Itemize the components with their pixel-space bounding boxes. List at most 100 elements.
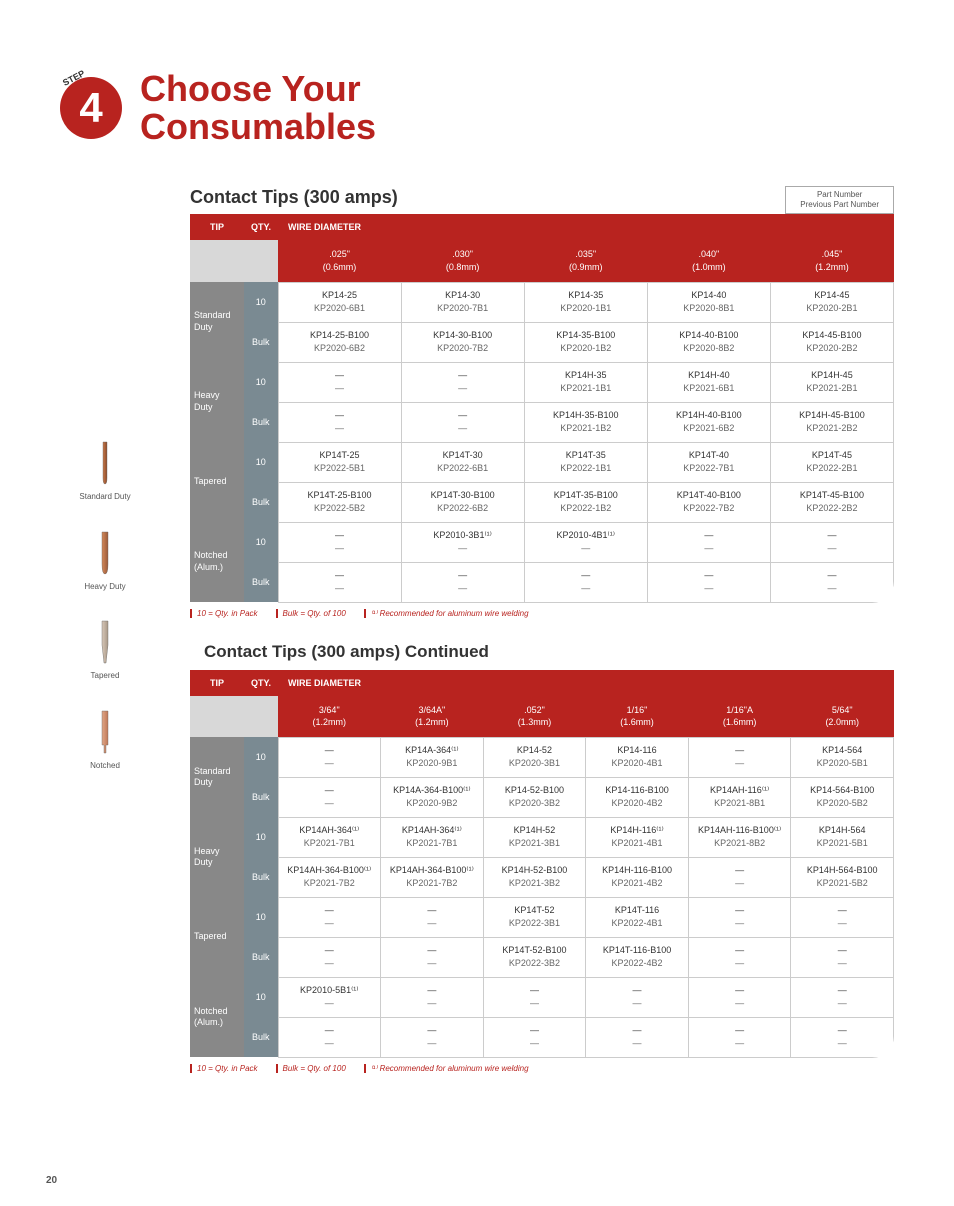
part-cell: KP14H-52-B100KP2021-3B2	[483, 857, 586, 897]
qty-cell: 10	[244, 442, 278, 482]
table2: TIPQTY.WIRE DIAMETER3/64"(1.2mm)3/64A"(1…	[190, 670, 894, 1058]
part-cell: ——	[401, 362, 524, 402]
part-cell: ——	[586, 1017, 689, 1057]
diameter-header: 1/16"A(1.6mm)	[688, 696, 791, 738]
part-cell: ——	[791, 937, 894, 977]
part-cell: ——	[791, 1017, 894, 1057]
part-cell: ——	[586, 977, 689, 1017]
part-cell: ——	[278, 522, 401, 562]
part-cell: ——	[381, 1017, 484, 1057]
part-cell: ——	[524, 562, 647, 602]
part-cell: ——	[381, 977, 484, 1017]
qty-cell: Bulk	[244, 482, 278, 522]
step-number: 4	[79, 84, 102, 132]
part-cell: KP14-35KP2020-1B1	[524, 282, 647, 322]
tip-type-label: Standard Duty	[190, 282, 244, 362]
part-cell: KP14AH-364⁽¹⁾KP2021-7B1	[381, 817, 484, 857]
tip-type-label: Heavy Duty	[190, 362, 244, 442]
part-cell: KP14T-40KP2022-7B1	[647, 442, 770, 482]
part-cell: KP14-52-B100KP2020-3B2	[483, 777, 586, 817]
tip-type-label: Tapered	[190, 442, 244, 522]
part-cell: KP14H-116-B100KP2021-4B2	[586, 857, 689, 897]
part-cell: KP14-25KP2020-6B1	[278, 282, 401, 322]
diameter-header: 3/64"(1.2mm)	[278, 696, 381, 738]
tip-illustration: Tapered	[60, 619, 150, 681]
qty-cell: Bulk	[244, 322, 278, 362]
diameter-header: .035"(0.9mm)	[524, 240, 647, 282]
table1: TIPQTY.WIRE DIAMETER.025"(0.6mm).030"(0.…	[190, 214, 894, 602]
part-number-note: Part Number Previous Part Number	[785, 186, 894, 215]
part-cell: KP14-564KP2020-5B1	[791, 737, 894, 777]
page-number: 20	[46, 1175, 57, 1186]
part-cell: KP14H-40KP2021-6B1	[647, 362, 770, 402]
diameter-header: .045"(1.2mm)	[770, 240, 893, 282]
part-cell: KP14H-116⁽¹⁾KP2021-4B1	[586, 817, 689, 857]
part-cell: KP14H-564-B100KP2021-5B2	[791, 857, 894, 897]
part-cell: KP14AH-116⁽¹⁾KP2021-8B1	[688, 777, 791, 817]
part-cell: ——	[688, 1017, 791, 1057]
table1-legend: 10 = Qty. in Pack Bulk = Qty. of 100 ⁽¹⁾…	[190, 609, 894, 618]
part-cell: KP14-30-B100KP2020-7B2	[401, 322, 524, 362]
part-cell: KP14H-45KP2021-2B1	[770, 362, 893, 402]
qty-cell: Bulk	[244, 1017, 278, 1057]
part-cell: ——	[278, 562, 401, 602]
part-cell: ——	[401, 562, 524, 602]
part-cell: KP14T-30-B100KP2022-6B2	[401, 482, 524, 522]
part-cell: KP14T-45KP2022-2B1	[770, 442, 893, 482]
diameter-header: .025"(0.6mm)	[278, 240, 401, 282]
part-cell: KP14-564-B100KP2020-5B2	[791, 777, 894, 817]
diameter-header: .040"(1.0mm)	[647, 240, 770, 282]
part-cell: KP14H-35KP2021-1B1	[524, 362, 647, 402]
part-cell: KP14-52KP2020-3B1	[483, 737, 586, 777]
diameter-header: 5/64"(2.0mm)	[791, 696, 894, 738]
part-cell: ——	[401, 402, 524, 442]
part-cell: KP14T-30KP2022-6B1	[401, 442, 524, 482]
tip-illustration: Heavy Duty	[60, 530, 150, 592]
part-cell: KP14T-35KP2022-1B1	[524, 442, 647, 482]
tip-type-label: Notched (Alum.)	[190, 522, 244, 602]
part-cell: KP14AH-364⁽¹⁾KP2021-7B1	[278, 817, 381, 857]
part-cell: ——	[278, 1017, 381, 1057]
part-cell: KP14T-52KP2022-3B1	[483, 897, 586, 937]
part-cell: ——	[278, 402, 401, 442]
qty-cell: Bulk	[244, 777, 278, 817]
part-cell: ——	[483, 1017, 586, 1057]
part-cell: KP14-45KP2020-2B1	[770, 282, 893, 322]
part-cell: KP14T-116-B100KP2022-4B2	[586, 937, 689, 977]
part-cell: KP14T-25KP2022-5B1	[278, 442, 401, 482]
part-cell: KP2010-3B1⁽¹⁾—	[401, 522, 524, 562]
part-cell: KP14T-40-B100KP2022-7B2	[647, 482, 770, 522]
diameter-header: .052"(1.3mm)	[483, 696, 586, 738]
table2-container: Contact Tips (300 amps) Continued TIPQTY…	[190, 642, 894, 1073]
part-cell: KP14AH-364-B100⁽¹⁾KP2021-7B2	[381, 857, 484, 897]
part-cell: ——	[770, 522, 893, 562]
part-cell: KP14-116KP2020-4B1	[586, 737, 689, 777]
part-cell: ——	[688, 857, 791, 897]
part-cell: ——	[688, 977, 791, 1017]
part-cell: KP14T-116KP2022-4B1	[586, 897, 689, 937]
part-cell: ——	[381, 897, 484, 937]
table2-title: Contact Tips (300 amps) Continued	[204, 642, 894, 662]
part-cell: KP14H-564KP2021-5B1	[791, 817, 894, 857]
part-cell: ——	[791, 897, 894, 937]
table1-title: Contact Tips (300 amps)	[190, 187, 398, 208]
step-badge: STEP 4	[60, 77, 122, 139]
table1-container: Contact Tips (300 amps) Part Number Prev…	[190, 186, 894, 618]
part-cell: ——	[791, 977, 894, 1017]
tip-type-label: Tapered	[190, 897, 244, 977]
part-cell: ——	[381, 937, 484, 977]
qty-cell: 10	[244, 282, 278, 322]
part-cell: KP14-116-B100KP2020-4B2	[586, 777, 689, 817]
qty-cell: Bulk	[244, 937, 278, 977]
tip-illustrations: Standard DutyHeavy DutyTaperedNotched	[60, 440, 150, 798]
tip-type-label: Heavy Duty	[190, 817, 244, 897]
qty-cell: 10	[244, 897, 278, 937]
part-cell: KP14-25-B100KP2020-6B2	[278, 322, 401, 362]
qty-cell: Bulk	[244, 562, 278, 602]
part-cell: KP14AH-116-B100⁽¹⁾KP2021-8B2	[688, 817, 791, 857]
part-cell: KP14T-25-B100KP2022-5B2	[278, 482, 401, 522]
page-title: Choose Your Consumables	[140, 70, 376, 146]
diameter-header: 3/64A"(1.2mm)	[381, 696, 484, 738]
part-cell: ——	[688, 937, 791, 977]
part-cell: ——	[278, 777, 381, 817]
